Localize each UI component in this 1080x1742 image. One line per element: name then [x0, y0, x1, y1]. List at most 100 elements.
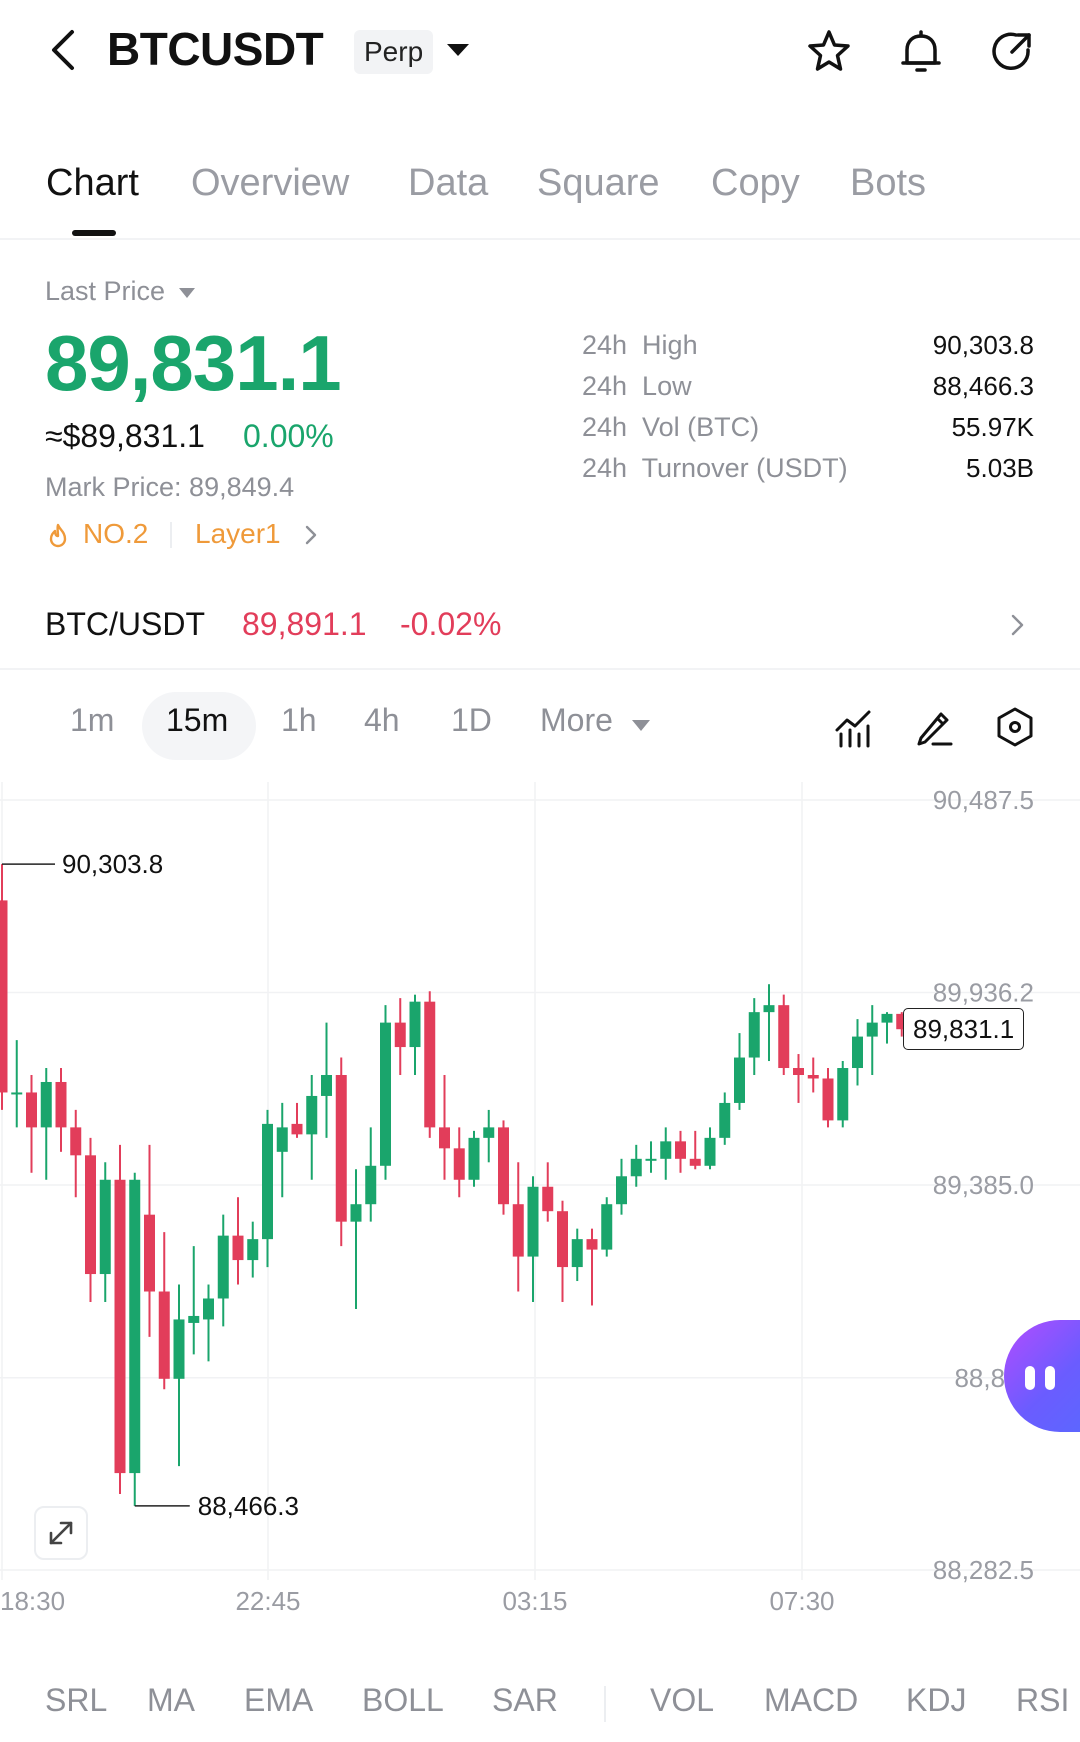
draw-pen-icon[interactable]: [913, 706, 955, 748]
price-type-caret-icon[interactable]: [179, 288, 195, 298]
candlestick-chart[interactable]: 90,487.5 89,936.2 89,385.0 88,833 88,282.5 18…: [0, 782, 1080, 1612]
candle-body: [586, 1239, 598, 1250]
candle-body: [394, 1022, 406, 1048]
candle-body: [616, 1176, 627, 1205]
candle-body: [262, 1123, 273, 1240]
chart-canvas[interactable]: 90,487.589,936.289,385.088,83388,282.518…: [0, 782, 1080, 1612]
tab-chart[interactable]: Chart: [46, 162, 139, 204]
candle-body: [247, 1239, 259, 1261]
interval-1m[interactable]: 1m: [70, 702, 115, 738]
more-caret-icon[interactable]: [632, 720, 650, 731]
tab-overview[interactable]: Overview: [191, 162, 350, 204]
y-axis-tick-label: 88,282.5: [933, 1555, 1034, 1585]
candle-body: [409, 1001, 421, 1048]
tab-square[interactable]: Square: [537, 162, 660, 204]
indicator-macd[interactable]: MACD: [764, 1682, 859, 1718]
candle-body: [11, 1092, 23, 1095]
stat-label: 24h Vol (BTC): [582, 412, 760, 442]
price-change-percent: 0.00%: [243, 418, 334, 454]
symbol-dropdown-caret-icon[interactable]: [447, 44, 469, 56]
rank-divider: [170, 522, 172, 548]
candle-body: [468, 1137, 480, 1180]
indicator-divider: [604, 1686, 606, 1722]
stat-value: 5.03B: [966, 453, 1034, 483]
candle-body: [306, 1095, 318, 1135]
last-price-label[interactable]: Last Price: [45, 276, 166, 306]
assistant-eye-icon: [1045, 1366, 1055, 1390]
candle-body: [866, 1022, 878, 1037]
candle-body: [232, 1235, 244, 1261]
symbol-title[interactable]: BTCUSDT: [107, 23, 324, 75]
interval-more[interactable]: More: [540, 702, 613, 738]
indicator-sar[interactable]: SAR: [492, 1682, 558, 1718]
candle-body: [144, 1214, 155, 1292]
back-icon[interactable]: [44, 28, 84, 72]
candle-body: [26, 1092, 37, 1128]
candle-body: [40, 1081, 52, 1128]
stat-label: 24h Turnover (USDT): [582, 453, 848, 483]
y-axis-tick-label: 89,385.0: [933, 1170, 1034, 1200]
candle-body: [822, 1078, 834, 1121]
stat-value: 90,303.8: [932, 330, 1034, 360]
stat-row-low: 24h Low 88,466.3: [582, 371, 1034, 412]
fiat-price: ≈$89,831.1: [45, 418, 205, 454]
candle-body: [778, 1005, 790, 1069]
y-axis-tick-label: 89,936.2: [933, 978, 1034, 1008]
candle-body: [571, 1239, 583, 1268]
active-interval-pill: [142, 692, 256, 760]
stat-row-volume: 24h Vol (BTC) 55.97K: [582, 412, 1034, 453]
candle-body: [70, 1127, 82, 1156]
stat-value: 88,466.3: [932, 371, 1034, 401]
candle-body: [807, 1075, 819, 1079]
stat-label: 24h High: [582, 330, 698, 360]
star-icon[interactable]: [805, 28, 853, 76]
candle-body: [321, 1075, 332, 1096]
flame-icon: [49, 523, 67, 548]
tab-data[interactable]: Data: [408, 162, 489, 204]
x-axis-tick-label: 22:45: [235, 1586, 300, 1612]
tab-bots[interactable]: Bots: [850, 162, 927, 204]
last-price-tag: 89,831.1: [903, 1008, 1025, 1051]
x-axis-tick-label: 07:30: [769, 1586, 834, 1612]
indicator-srl[interactable]: SRL: [45, 1682, 108, 1718]
x-axis-tick-label: 03:15: [502, 1586, 567, 1612]
settings-hexagon-icon[interactable]: [994, 706, 1036, 748]
expand-icon: [49, 1521, 73, 1545]
candle-body: [734, 1057, 745, 1103]
indicator-boll[interactable]: BOLL: [362, 1682, 444, 1718]
candle-body: [173, 1319, 185, 1379]
candle-body: [0, 900, 8, 1093]
indicator-icon[interactable]: [833, 706, 875, 748]
indicator-kdj[interactable]: KDJ: [906, 1682, 967, 1718]
indicator-rsi[interactable]: RSI: [1016, 1682, 1070, 1718]
spot-pair-row[interactable]: BTC/USDT 89,891.1 -0.02%: [0, 598, 1080, 670]
candle-body: [453, 1148, 465, 1180]
candle-body: [85, 1155, 96, 1275]
candle-body: [542, 1186, 554, 1212]
fullscreen-button[interactable]: [34, 1506, 88, 1560]
candle-body: [217, 1235, 229, 1299]
candle-body: [483, 1127, 495, 1138]
interval-1h[interactable]: 1h: [281, 702, 317, 738]
interval-4h[interactable]: 4h: [364, 702, 400, 738]
candle-body: [557, 1211, 568, 1268]
low-marker-label: 88,466.3: [198, 1491, 299, 1521]
bell-icon[interactable]: [897, 28, 945, 76]
spot-change: -0.02%: [400, 606, 502, 642]
stat-row-turnover: 24h Turnover (USDT) 5.03B: [582, 453, 1034, 494]
stat-row-high: 24h High 90,303.8: [582, 330, 1034, 371]
interval-15m[interactable]: 15m: [166, 702, 229, 738]
interval-1d[interactable]: 1D: [451, 702, 492, 738]
contract-type-badge[interactable]: Perp: [354, 30, 434, 74]
candle-body: [645, 1158, 657, 1161]
indicator-ma[interactable]: MA: [147, 1682, 195, 1718]
chevron-right-icon: [305, 525, 317, 545]
candle-body: [527, 1186, 539, 1257]
indicator-vol[interactable]: VOL: [650, 1682, 715, 1718]
stats-panel: 24h High 90,303.8 24h Low 88,466.3 24h V…: [582, 330, 1034, 494]
active-tab-indicator: [72, 230, 116, 236]
candle-body: [704, 1137, 716, 1166]
tab-copy[interactable]: Copy: [711, 162, 800, 204]
indicator-ema[interactable]: EMA: [244, 1682, 314, 1718]
share-icon[interactable]: [988, 28, 1036, 76]
